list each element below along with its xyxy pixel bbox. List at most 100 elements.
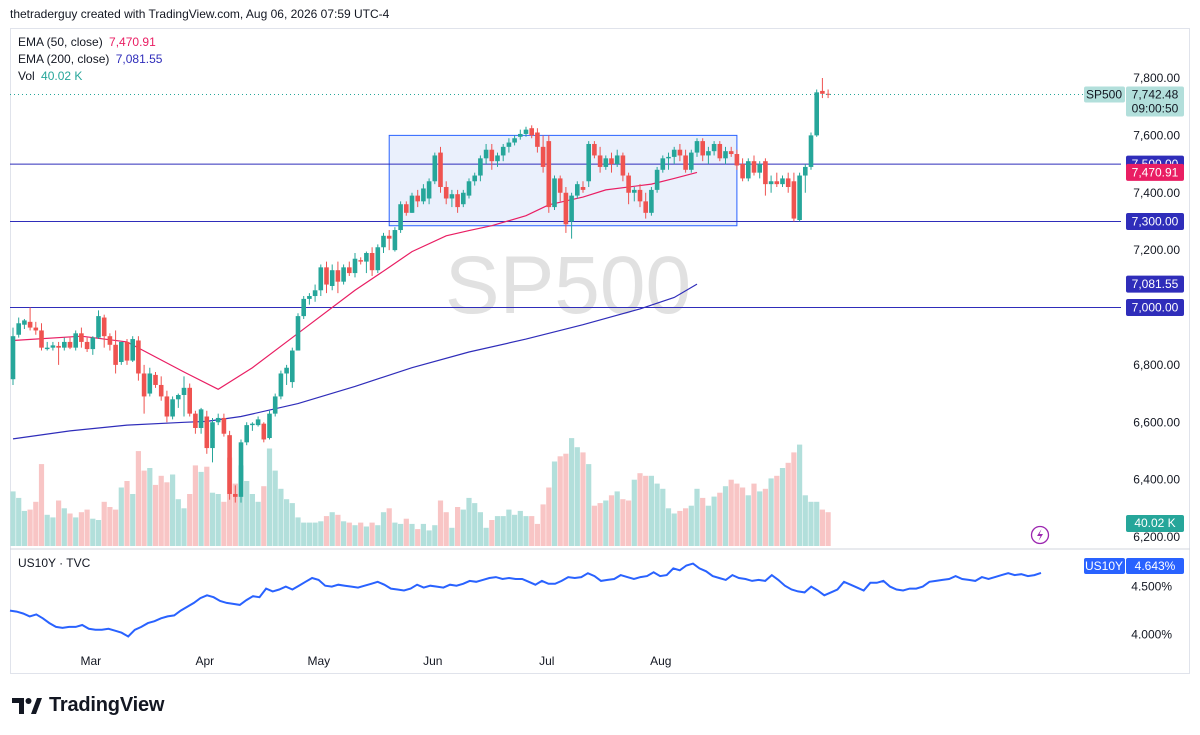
- volume-bar: [175, 499, 181, 546]
- candle-body: [124, 341, 130, 361]
- volume-bar: [677, 510, 683, 546]
- candle-body: [284, 367, 289, 374]
- candle-body: [797, 175, 802, 221]
- volume-bar: [198, 471, 204, 546]
- volume-bar: [774, 475, 780, 546]
- candle-body: [694, 141, 700, 153]
- volume-bar: [380, 512, 387, 546]
- volume-bar: [398, 523, 404, 546]
- candle-body: [158, 384, 164, 397]
- volume-bar: [506, 509, 512, 546]
- volume-bar: [455, 507, 461, 546]
- volume-bar: [147, 468, 153, 546]
- volume-bar: [312, 522, 318, 546]
- candle-body: [204, 416, 210, 449]
- volume-bar: [694, 488, 700, 546]
- volume-bar: [700, 497, 706, 546]
- us10y-pane-title: US10Y · TVC: [18, 556, 91, 570]
- candle-body: [700, 141, 705, 156]
- volume-bar: [152, 484, 159, 546]
- candle-body: [381, 235, 386, 248]
- candle-body: [312, 290, 318, 297]
- candle-body: [119, 341, 124, 363]
- candle-body: [210, 422, 215, 449]
- candle-body: [295, 316, 301, 351]
- volume-bar: [209, 492, 216, 546]
- candle-body: [307, 296, 312, 299]
- legend-volume[interactable]: Vol 40.02 K: [18, 68, 82, 85]
- candle-body: [734, 154, 740, 166]
- candle-body: [244, 425, 249, 443]
- candle-body: [711, 143, 717, 152]
- candle-body: [518, 133, 523, 137]
- volume-bar: [665, 508, 672, 546]
- volume-bar: [363, 526, 369, 546]
- volume-bar: [130, 494, 136, 546]
- candle-body: [318, 267, 324, 291]
- candle-body: [278, 373, 284, 397]
- candle-body: [569, 195, 574, 222]
- time-tick-label: Apr: [195, 654, 214, 668]
- us10y-value-tag: 4.643%: [1135, 559, 1176, 573]
- candle-body: [404, 204, 409, 213]
- volume-bar: [238, 465, 244, 546]
- volume-bar: [118, 487, 124, 546]
- volume-bar: [170, 474, 176, 546]
- volume-bar: [483, 527, 489, 546]
- candle-body: [500, 146, 506, 156]
- volume-bar: [574, 447, 580, 546]
- candle-body: [27, 321, 33, 328]
- volume-bar: [56, 500, 62, 546]
- volume-bar: [301, 522, 307, 546]
- volume-bar: [705, 505, 711, 546]
- candle-body: [825, 93, 831, 95]
- time-tick-label: Jun: [423, 654, 442, 668]
- candle-body: [552, 178, 557, 208]
- candle-body: [375, 247, 381, 271]
- volume-bar: [187, 494, 193, 546]
- candle-body: [671, 149, 677, 157]
- candle-body: [421, 188, 426, 202]
- ema200-value: 7,081.55: [115, 52, 163, 66]
- candle-body: [757, 164, 762, 173]
- candle-body: [329, 270, 335, 286]
- lightning-icon: [1030, 525, 1050, 545]
- volume-bar: [255, 501, 261, 546]
- candle-body: [50, 345, 56, 348]
- line-tag-7300-bg: [1126, 212, 1184, 230]
- volume-bar: [722, 486, 729, 546]
- us10y-tick-label: 4.000%: [1131, 628, 1172, 642]
- candle-body: [540, 146, 546, 167]
- volume-bar: [768, 478, 774, 546]
- candle-body: [136, 340, 141, 374]
- candle-body: [364, 252, 369, 262]
- ema200-line: [12, 283, 698, 440]
- volume-bar: [791, 452, 797, 546]
- volume-bar: [586, 464, 592, 546]
- volume-bar: [614, 491, 620, 546]
- line-tag-7000-bg: [1126, 299, 1184, 316]
- volume-bar: [164, 482, 170, 546]
- volume-bar: [608, 495, 615, 546]
- us10y-line: [9, 562, 1042, 638]
- volume-bar: [557, 456, 563, 546]
- legend-ema50[interactable]: EMA (50, close) 7,470.91: [18, 34, 156, 51]
- legend-ema200[interactable]: EMA (200, close) 7,081.55: [18, 51, 162, 68]
- tradingview-logo[interactable]: TradingView: [12, 694, 164, 717]
- price-tick-label: 6,800.00: [1133, 358, 1180, 372]
- volume-bar: [33, 501, 39, 546]
- volume-bar: [819, 509, 825, 546]
- volume-bar: [346, 522, 352, 546]
- candle-body: [637, 189, 643, 202]
- candle-body: [181, 387, 187, 395]
- ema50-line: [12, 171, 698, 390]
- candle-body: [478, 158, 483, 176]
- candle-body: [546, 141, 552, 208]
- volume-bar: [603, 500, 609, 546]
- candle-body: [785, 178, 791, 188]
- candle-body: [113, 344, 118, 365]
- candle-body: [557, 178, 563, 193]
- volume-bar: [181, 508, 187, 546]
- candle-body: [386, 235, 392, 239]
